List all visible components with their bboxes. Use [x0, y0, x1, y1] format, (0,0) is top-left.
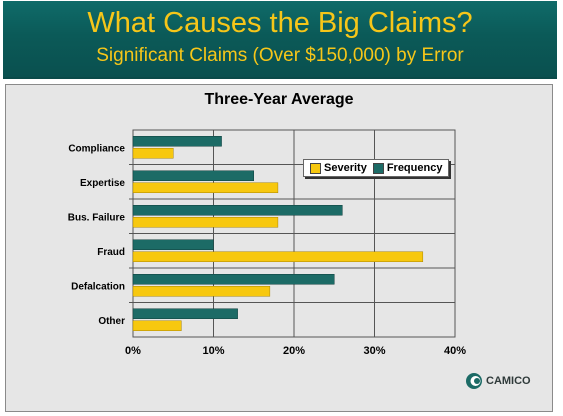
- bar-severity: [132, 320, 182, 331]
- bar-severity: [132, 182, 279, 193]
- title-banner: What Causes the Big Claims? Significant …: [3, 1, 557, 79]
- category-label: Defalcation: [71, 281, 125, 292]
- category-label: Fraud: [97, 247, 125, 258]
- bar-chart: 0% 10% 20% 30% 40% Compliance Expertise Bus. Fa…: [68, 129, 466, 357]
- legend-entry-severity: Severity: [310, 162, 367, 174]
- bar-severity: [132, 148, 174, 159]
- bar-frequency: [132, 308, 238, 319]
- bar-severity: [132, 217, 279, 228]
- legend-entry-frequency: Frequency: [372, 162, 443, 174]
- slide-title: What Causes the Big Claims?: [87, 7, 473, 39]
- bar-severity: [132, 251, 424, 262]
- camico-logo-icon: [466, 373, 482, 389]
- x-tick-label: 20%: [283, 345, 305, 357]
- x-tick-label: 30%: [363, 345, 385, 357]
- bar-frequency: [132, 170, 254, 181]
- frequency-swatch: [372, 162, 384, 174]
- bar-severity: [132, 286, 271, 297]
- logo-text: CAMICO: [486, 375, 531, 387]
- chart-panel: Three-Year Average 0% 10% 20% 30% 40% Complia…: [5, 84, 553, 412]
- bar-frequency: [132, 136, 222, 147]
- chart-legend: Severity Frequency: [303, 159, 450, 177]
- category-label: Bus. Failure: [68, 212, 126, 223]
- x-tick-label: 40%: [444, 345, 466, 357]
- x-tick-label: 0%: [125, 345, 141, 357]
- category-label: Other: [98, 316, 125, 327]
- bar-frequency: [132, 205, 343, 216]
- camico-logo: CAMICO: [465, 372, 531, 390]
- category-label: Expertise: [80, 178, 125, 189]
- x-tick-label: 10%: [202, 345, 224, 357]
- chart-title: Three-Year Average: [204, 91, 354, 108]
- legend-label-severity: Severity: [324, 162, 367, 174]
- legend-label-frequency: Frequency: [386, 162, 443, 174]
- severity-swatch: [310, 162, 321, 174]
- bar-frequency: [132, 239, 214, 250]
- category-label: Compliance: [68, 143, 125, 154]
- bar-frequency: [132, 274, 335, 285]
- slide-subtitle: Significant Claims (Over $150,000) by Er…: [96, 45, 464, 66]
